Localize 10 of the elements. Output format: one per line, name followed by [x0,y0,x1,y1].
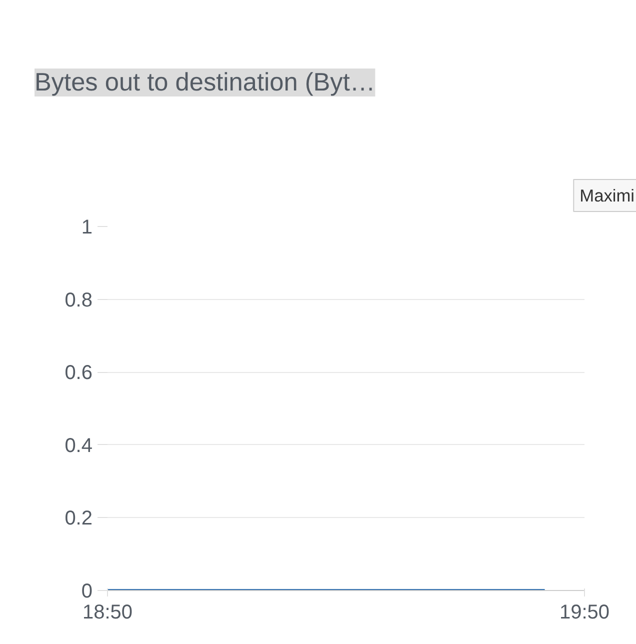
y-tick-label: 1 [81,216,92,238]
y-tick-label: 0 [81,580,92,602]
text: Maximi [580,186,635,206]
x-tick-label: 19:50 [559,602,610,624]
chart-title: Bytes out to destination (Byt… [34,68,376,96]
y-tick-label: 0.2 [64,508,93,530]
x-tick-label: 18:50 [82,602,133,624]
y-tick-label: 0.8 [64,289,93,312]
y-tick-label: 0.4 [64,434,93,457]
y-tick-label: 0.6 [64,362,93,384]
